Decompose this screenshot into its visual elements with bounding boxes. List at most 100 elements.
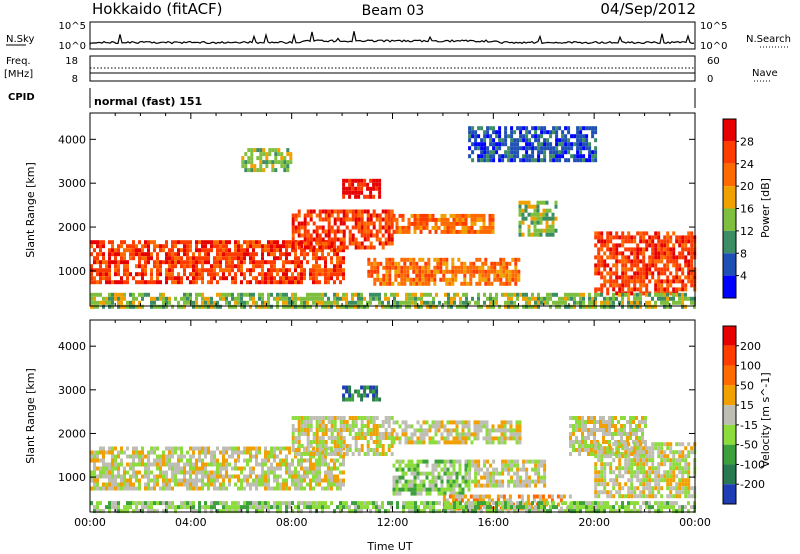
data-cell bbox=[464, 483, 468, 488]
data-cell bbox=[415, 265, 419, 270]
data-cell bbox=[536, 232, 540, 237]
data-cell bbox=[687, 470, 691, 475]
data-cell bbox=[513, 154, 517, 159]
data-cell bbox=[678, 267, 682, 272]
data-cell bbox=[501, 463, 505, 468]
data-cell bbox=[165, 296, 168, 301]
data-cell bbox=[642, 235, 646, 240]
data-cell bbox=[387, 221, 391, 226]
data-cell bbox=[431, 475, 435, 480]
data-cell bbox=[412, 265, 416, 270]
data-cell bbox=[545, 232, 549, 237]
data-cell bbox=[455, 229, 459, 234]
colorbar-tick-label: 12 bbox=[740, 225, 754, 238]
data-cell bbox=[333, 424, 337, 428]
data-cell bbox=[207, 272, 210, 277]
data-cell bbox=[522, 146, 526, 151]
data-cell bbox=[240, 478, 243, 483]
data-cell bbox=[496, 273, 500, 278]
data-cell bbox=[401, 467, 405, 472]
data-cell bbox=[400, 273, 404, 278]
data-cell bbox=[434, 463, 438, 468]
data-cell bbox=[590, 432, 593, 436]
data-cell bbox=[561, 134, 565, 139]
data-cell bbox=[445, 498, 449, 503]
data-cell bbox=[318, 448, 322, 452]
data-cell bbox=[336, 452, 340, 456]
data-cell bbox=[375, 233, 379, 238]
data-cell bbox=[603, 466, 607, 471]
data-cell bbox=[177, 276, 180, 281]
data-cell bbox=[171, 280, 174, 285]
data-cell bbox=[114, 478, 117, 483]
data-cell bbox=[629, 432, 632, 436]
data-cell bbox=[489, 134, 493, 139]
data-cell bbox=[360, 300, 363, 305]
data-cell bbox=[297, 245, 301, 250]
data-cell bbox=[421, 281, 425, 286]
data-cell bbox=[315, 300, 318, 305]
data-cell bbox=[339, 296, 342, 301]
data-cell bbox=[270, 272, 273, 277]
data-cell bbox=[606, 239, 610, 244]
data-cell bbox=[467, 213, 471, 218]
data-cell bbox=[621, 304, 624, 309]
data-cell bbox=[312, 248, 315, 253]
data-cell bbox=[93, 280, 96, 285]
data-cell bbox=[609, 275, 613, 280]
data-cell bbox=[123, 248, 126, 253]
data-cell bbox=[96, 478, 99, 483]
data-cell bbox=[639, 283, 643, 288]
data-cell bbox=[693, 304, 696, 309]
data-cell bbox=[231, 466, 234, 471]
data-cell bbox=[300, 300, 303, 305]
data-cell bbox=[265, 164, 269, 169]
data-cell bbox=[297, 424, 301, 428]
data-cell bbox=[111, 470, 114, 475]
data-cell bbox=[255, 300, 258, 305]
data-cell bbox=[522, 463, 526, 468]
data-cell bbox=[508, 261, 512, 266]
data-cell bbox=[690, 271, 694, 276]
data-cell bbox=[404, 463, 408, 468]
cpid-text: normal (fast) 151 bbox=[94, 95, 202, 108]
data-cell bbox=[237, 474, 240, 479]
data-cell bbox=[255, 454, 258, 459]
data-cell bbox=[294, 213, 298, 218]
data-cell bbox=[351, 182, 355, 187]
data-cell bbox=[351, 424, 355, 428]
data-cell bbox=[162, 454, 165, 459]
data-cell bbox=[291, 292, 294, 297]
data-cell bbox=[276, 474, 279, 479]
data-cell bbox=[138, 458, 141, 463]
data-cell bbox=[114, 264, 117, 269]
data-cell bbox=[620, 436, 623, 440]
data-cell bbox=[270, 466, 273, 471]
data-cell bbox=[412, 281, 416, 286]
data-cell bbox=[315, 462, 318, 467]
data-cell bbox=[458, 420, 462, 425]
data-cell bbox=[642, 247, 646, 252]
data-cell bbox=[333, 296, 336, 301]
data-cell bbox=[582, 292, 585, 297]
data-cell bbox=[461, 487, 465, 492]
data-cell bbox=[210, 458, 213, 463]
data-cell bbox=[247, 156, 251, 161]
data-cell bbox=[96, 509, 99, 514]
data-cell bbox=[243, 466, 246, 471]
data-cell bbox=[615, 283, 619, 288]
data-cell bbox=[398, 229, 402, 234]
data-cell bbox=[318, 264, 321, 269]
data-cell bbox=[478, 506, 482, 511]
data-cell bbox=[318, 420, 322, 424]
data-cell bbox=[288, 240, 291, 245]
data-cell bbox=[416, 225, 420, 230]
data-cell bbox=[297, 440, 301, 444]
data-cell bbox=[663, 239, 667, 244]
data-cell bbox=[177, 252, 180, 257]
data-cell bbox=[186, 462, 189, 467]
data-cell bbox=[666, 296, 669, 301]
data-cell bbox=[99, 446, 102, 451]
data-cell bbox=[300, 432, 304, 436]
data-cell bbox=[144, 466, 147, 471]
